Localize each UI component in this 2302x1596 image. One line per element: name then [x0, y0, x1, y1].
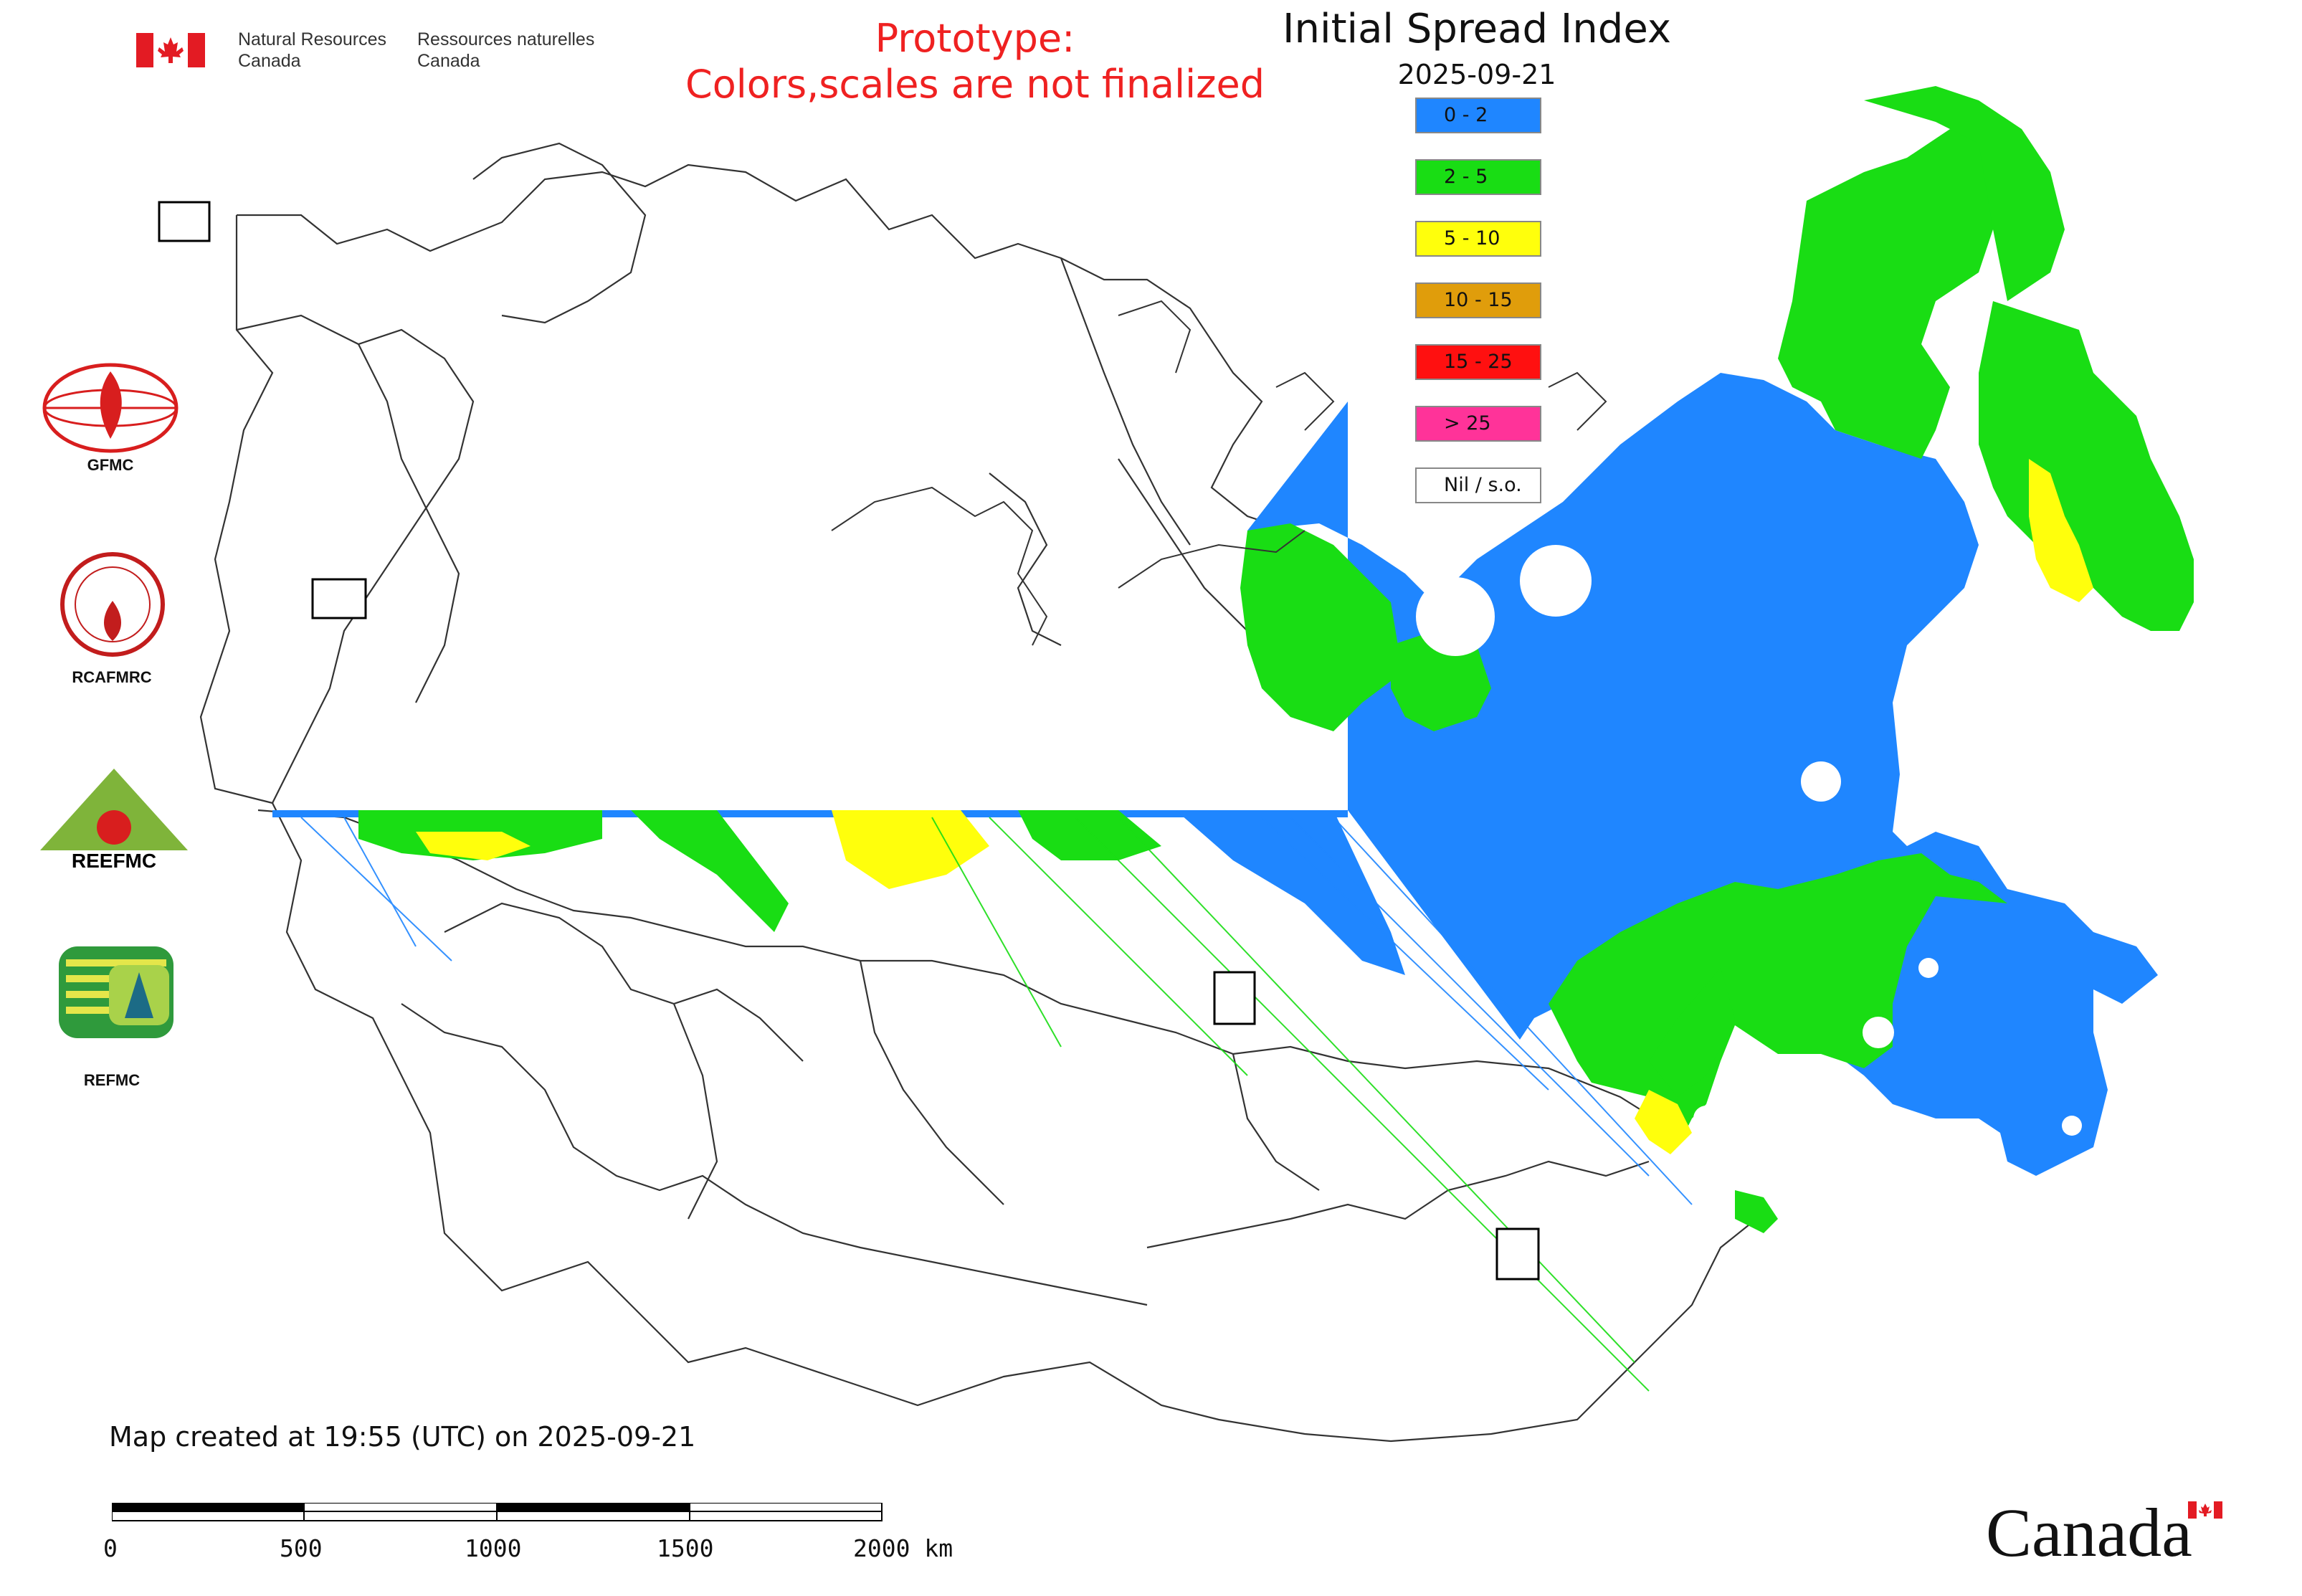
marker-rcafmrc	[1495, 1227, 1540, 1281]
border-path	[1118, 458, 1262, 646]
isi-area-high	[832, 810, 989, 889]
border-path	[444, 902, 804, 1062]
agency-en-line2: Canada	[238, 51, 301, 71]
isi-area-high	[1635, 1090, 1692, 1154]
coast-path	[831, 486, 1048, 646]
map-title: Initial Spread Index	[1283, 6, 1671, 52]
scale-tick-2000-km: 2000 km	[853, 1534, 953, 1562]
agency-fr-line2: Canada	[417, 51, 480, 71]
scale-tick-1500: 1500	[657, 1534, 714, 1562]
border-path	[472, 142, 647, 324]
border-path	[1232, 1053, 1320, 1191]
isi-area-moderate	[631, 810, 789, 932]
legend-item-5-10: 5 - 10	[1415, 221, 1541, 257]
agency-en-line1: Natural Resources	[238, 29, 387, 49]
prototype-line1: Prototype:	[875, 16, 1075, 61]
legend-item-15-25: 15 - 25	[1415, 344, 1541, 380]
nodata-circle	[1520, 545, 1592, 617]
border-path	[401, 1003, 1148, 1306]
streaks-low	[300, 817, 1693, 1205]
nrcan-signature: Natural Resources Canada Ressources natu…	[136, 29, 638, 79]
border-path	[358, 343, 460, 703]
isi-area-moderate	[1735, 1190, 1778, 1233]
refmc-label: REFMC	[83, 1071, 141, 1089]
legend-item-2-5: 2 - 5	[1415, 159, 1541, 195]
nodata-circle	[1801, 761, 1841, 802]
coast-path	[1548, 371, 1607, 431]
border-path	[1060, 257, 1191, 546]
center-markers	[158, 201, 1540, 1281]
border-path	[989, 472, 1062, 646]
country-borders	[199, 142, 1757, 1443]
border-path	[237, 163, 1291, 532]
canada-flag-icon	[136, 33, 205, 67]
isi-area-moderate	[1018, 810, 1161, 860]
isi-area-moderate	[1864, 86, 2065, 301]
border-path	[859, 960, 1004, 1205]
scale-tick-500: 500	[280, 1534, 323, 1562]
isi-area-moderate	[1649, 968, 1735, 1097]
reefmc-logo: REEFMC	[40, 769, 188, 872]
canada-wordmark: Canada	[1986, 1494, 2192, 1571]
rcafmrc-label: RCAFMRC	[72, 668, 152, 686]
coastlines	[831, 300, 1607, 646]
nodata-circle	[1918, 958, 1939, 978]
isi-area-moderate	[1979, 301, 2194, 631]
rcafmrc-logo	[60, 552, 165, 657]
map-date: 2025-09-21	[1397, 59, 1556, 90]
border-path	[672, 1003, 718, 1220]
coast-path	[1118, 300, 1192, 374]
wordmark-flag-icon	[2188, 1501, 2222, 1519]
legend-item-nil: Nil / s.o.	[1415, 467, 1541, 503]
coast-path	[1275, 371, 1335, 431]
isi-area-high	[416, 832, 531, 860]
isi-area-high	[2029, 459, 2093, 602]
legend-item-10-15: 10 - 15	[1415, 282, 1541, 318]
marker-refmc	[1213, 971, 1256, 1025]
prototype-notice: Prototype: Colors,scales are not finaliz…	[617, 16, 1333, 108]
refmc-logo	[59, 946, 173, 1038]
nodata-circle	[1416, 577, 1495, 656]
border-path	[236, 314, 475, 804]
prototype-line2: Colors,scales are not finalized	[685, 62, 1265, 107]
nodata-circle	[1863, 1017, 1894, 1048]
border-path	[199, 215, 1757, 1443]
scale-tick-1000: 1000	[465, 1534, 522, 1562]
map-created-note: Map created at 19:55 (UTC) on 2025-09-21	[109, 1421, 696, 1453]
reefmc-logo-text: REEFMC	[72, 850, 156, 872]
isi-raster	[272, 86, 2194, 1392]
border-path	[257, 809, 1678, 1134]
coast-path	[1118, 530, 1305, 589]
isi-area-moderate	[1240, 523, 1398, 731]
agency-fr-line1: Ressources naturelles	[417, 29, 595, 49]
legend-item-gt-25: > 25	[1415, 406, 1541, 442]
legend-item-0-2: 0 - 2	[1415, 98, 1541, 133]
gfmc-logo	[42, 363, 179, 453]
nodata-circle	[2062, 1116, 2082, 1136]
nodata-circle	[1693, 1106, 1719, 1131]
marker-reefmc	[311, 578, 367, 619]
isi-area-moderate	[1391, 631, 1491, 731]
gfmc-label: GFMC	[87, 456, 134, 474]
isi-area-low	[1176, 810, 1405, 975]
marker-gfmc	[158, 201, 211, 242]
scale-bar	[112, 1503, 883, 1521]
border-path	[1146, 1160, 1650, 1249]
isi-area-moderate	[1778, 129, 1993, 459]
scale-tick-0: 0	[103, 1534, 118, 1562]
streaks-moderate	[931, 817, 1650, 1392]
